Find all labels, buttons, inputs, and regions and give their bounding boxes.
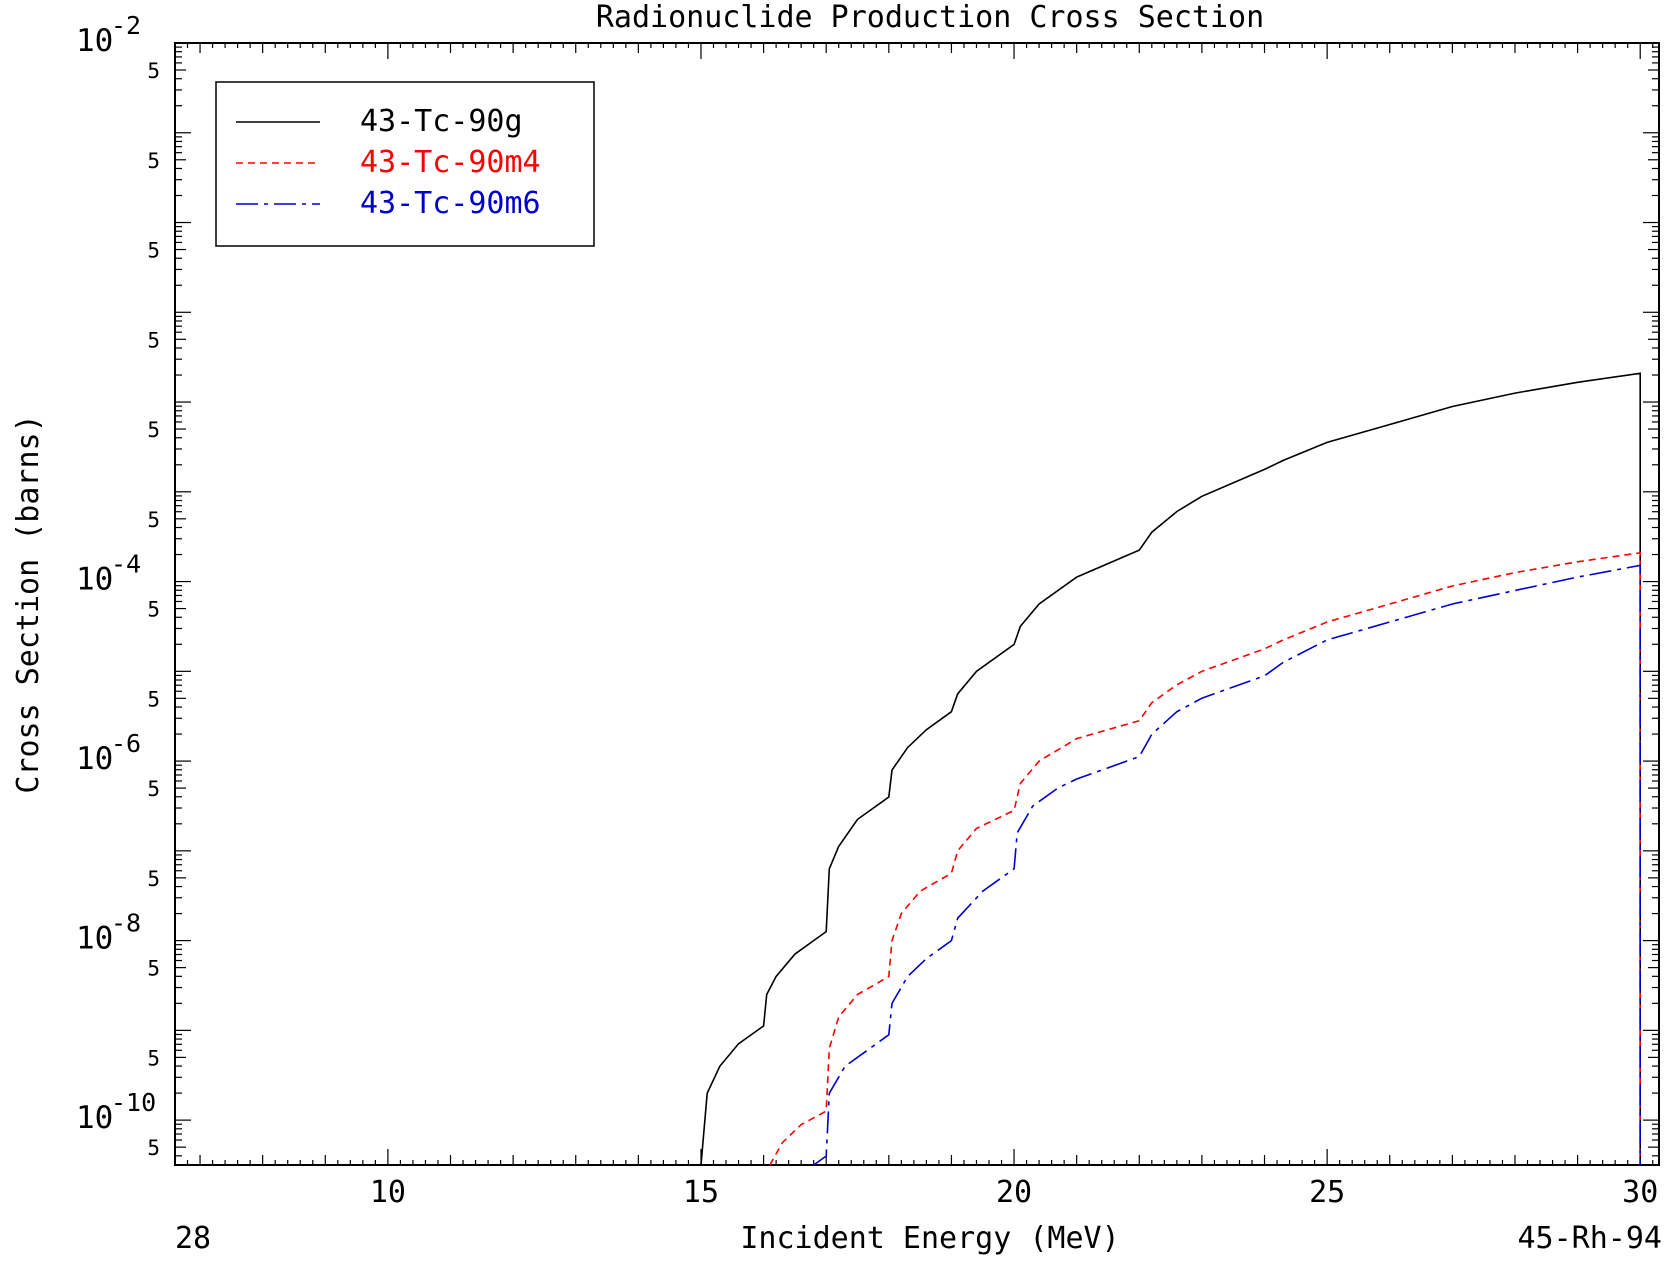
- y-major-tick-exponent: -6: [111, 729, 141, 758]
- y-minor-tick-label: 5: [147, 149, 160, 173]
- y-minor-tick-label: 5: [147, 508, 160, 532]
- y-minor-tick-label: 5: [147, 418, 160, 442]
- y-minor-tick-label: 5: [147, 777, 160, 801]
- y-minor-tick-label: 5: [147, 239, 160, 263]
- y-major-tick-label: 10: [76, 23, 113, 59]
- y-minor-tick-label: 5: [147, 1046, 160, 1070]
- x-tick-label: 20: [996, 1175, 1032, 1210]
- y-major-tick-exponent: -8: [111, 909, 141, 938]
- y-minor-tick-label: 5: [147, 328, 160, 352]
- x-tick-label: 10: [370, 1175, 406, 1210]
- series-group: [700, 372, 1641, 1165]
- y-minor-tick-label: 5: [147, 598, 160, 622]
- legend-box: [215, 81, 595, 247]
- y-major-tick-exponent: -10: [111, 1088, 156, 1117]
- y-minor-tick-label: 5: [147, 59, 160, 83]
- y-minor-tick-label: 5: [147, 1136, 160, 1160]
- chart-title: Radionuclide Production Cross Section: [596, 0, 1264, 35]
- y-minor-tick-label: 5: [147, 867, 160, 891]
- y-major-tick-exponent: -2: [111, 11, 141, 40]
- y-major-tick-exponent: -4: [111, 550, 141, 579]
- y-minor-tick-label: 5: [147, 957, 160, 981]
- y-major-tick-label: 10: [76, 741, 113, 777]
- series-line-43-tc-90g: [700, 372, 1641, 1165]
- series-line-43-tc-90m4: [769, 551, 1641, 1165]
- x-tick-label: 25: [1309, 1175, 1345, 1210]
- legend-label-tc90m4: 43-Tc-90m4: [360, 145, 541, 180]
- footer-right-label: 45-Rh-94: [1518, 1221, 1663, 1256]
- x-tick-label: 15: [683, 1175, 719, 1210]
- x-tick-label: 30: [1622, 1175, 1658, 1210]
- series-line-43-tc-90m6: [813, 564, 1641, 1165]
- x-axis-label: Incident Energy (MeV): [740, 1221, 1119, 1256]
- legend-label-tc90g: 43-Tc-90g: [360, 104, 523, 139]
- axis-ticks: [174, 43, 1659, 1165]
- legend: 43-Tc-90g 43-Tc-90m4 43-Tc-90m6: [215, 81, 595, 247]
- axis-tick-labels: 10 15 20 25 30555555555555510-210-410-610-81…: [76, 11, 1658, 1210]
- footer-left-label: 28: [175, 1221, 211, 1256]
- y-axis-label: Cross Section (barns): [11, 414, 46, 793]
- plot-area-frame: [174, 42, 1660, 1166]
- legend-label-tc90m6: 43-Tc-90m6: [360, 186, 541, 221]
- y-major-tick-label: 10: [76, 921, 113, 957]
- y-minor-tick-label: 5: [147, 687, 160, 711]
- y-major-tick-label: 10: [76, 562, 113, 598]
- y-major-tick-label: 10: [76, 1100, 113, 1136]
